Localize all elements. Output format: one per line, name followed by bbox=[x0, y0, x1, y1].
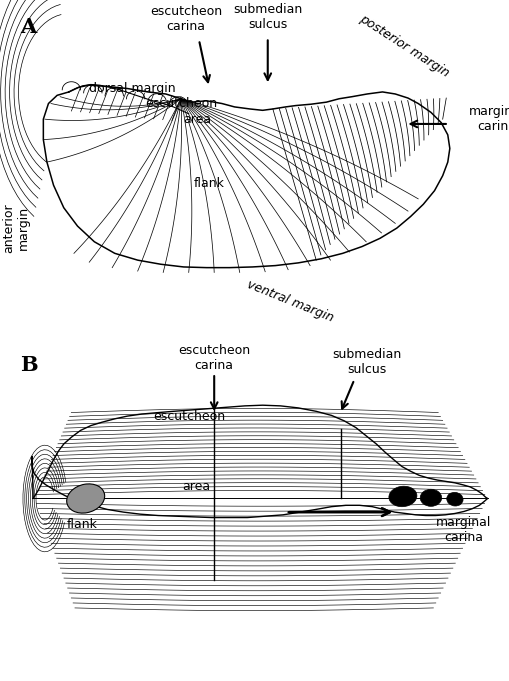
Text: B: B bbox=[20, 355, 38, 375]
Ellipse shape bbox=[388, 486, 416, 507]
Ellipse shape bbox=[67, 484, 104, 513]
Text: dorsal margin: dorsal margin bbox=[89, 82, 176, 95]
Text: anterior
margin: anterior margin bbox=[3, 204, 30, 253]
Text: flank: flank bbox=[193, 177, 224, 191]
Text: flank: flank bbox=[66, 518, 97, 531]
Text: A: A bbox=[20, 17, 37, 37]
Text: marginal
carina: marginal carina bbox=[435, 516, 491, 544]
Text: area: area bbox=[182, 480, 210, 494]
Text: marginal
carina: marginal carina bbox=[468, 105, 509, 133]
Ellipse shape bbox=[446, 492, 462, 506]
Text: escutcheon: escutcheon bbox=[153, 410, 224, 424]
Text: posterior margin: posterior margin bbox=[356, 12, 450, 80]
Text: ventral margin: ventral margin bbox=[245, 278, 335, 324]
Text: submedian
sulcus: submedian sulcus bbox=[332, 348, 401, 377]
Text: submedian
sulcus: submedian sulcus bbox=[233, 3, 302, 31]
Text: escutcheon
carina: escutcheon carina bbox=[178, 343, 250, 372]
Ellipse shape bbox=[419, 489, 441, 506]
Text: escutcheon
carina: escutcheon carina bbox=[150, 5, 222, 33]
Text: area: area bbox=[183, 112, 211, 126]
Text: escutcheon: escutcheon bbox=[145, 97, 217, 110]
